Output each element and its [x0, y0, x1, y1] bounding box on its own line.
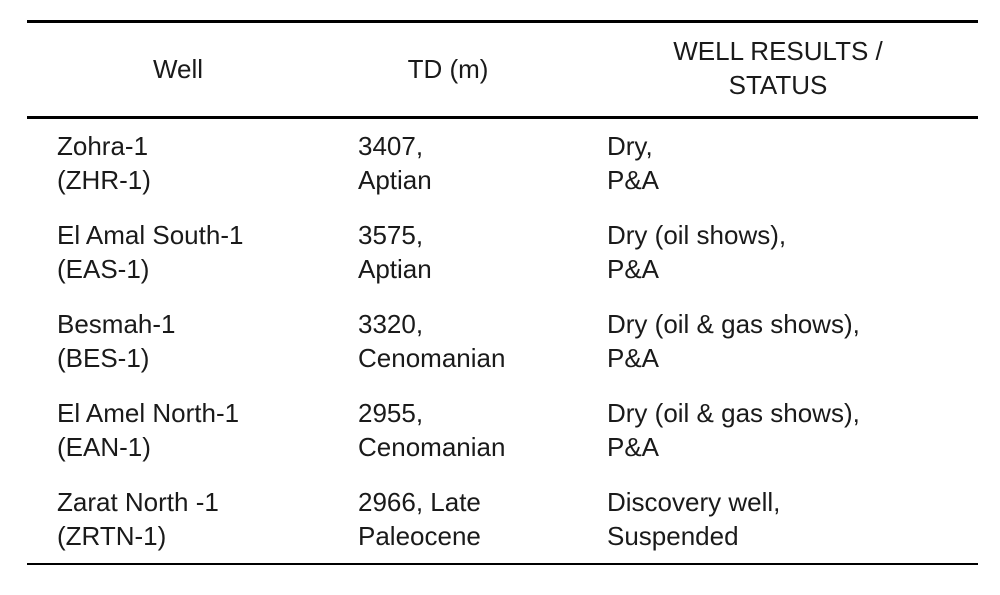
- cell-line: 2966, Late: [358, 487, 481, 517]
- body-cell: Dry (oil & gas shows), P&A: [607, 396, 860, 464]
- header-rule: [27, 116, 978, 119]
- cell-line: Discovery well,: [607, 487, 781, 517]
- body-cell: Dry (oil & gas shows), P&A: [607, 307, 860, 375]
- body-cell: 3407, Aptian: [358, 129, 432, 197]
- body-cell: Dry, P&A: [607, 129, 659, 197]
- cell-line: P&A: [607, 432, 660, 462]
- bottom-rule: [27, 563, 978, 565]
- cell-line: Dry (oil & gas shows),: [607, 398, 860, 428]
- cell-line: Besmah-1: [57, 309, 176, 339]
- cell-line: El Amel North-1: [57, 398, 240, 428]
- cell-line: P&A: [607, 254, 660, 284]
- cell-line: Aptian: [358, 254, 432, 284]
- cell-line: (EAS-1): [57, 254, 150, 284]
- cell-line: 3575,: [358, 220, 424, 250]
- body-cell: Zarat North -1 (ZRTN-1): [57, 485, 219, 553]
- cell-line: Aptian: [358, 165, 432, 195]
- cell-line: P&A: [607, 165, 660, 195]
- cell-line: TD (m): [407, 54, 489, 84]
- cell-line: (ZHR-1): [57, 165, 151, 195]
- body-cell: El Amal South-1 (EAS-1): [57, 218, 243, 286]
- cell-line: Cenomanian: [358, 432, 506, 462]
- cell-line: (BES-1): [57, 343, 150, 373]
- cell-line: Dry (oil & gas shows),: [607, 309, 860, 339]
- cell-line: Suspended: [607, 521, 739, 551]
- cell-line: Well: [152, 54, 204, 84]
- body-cell: Zohra-1 (ZHR-1): [57, 129, 151, 197]
- header-cell: WELL RESULTS / STATUS: [673, 34, 883, 102]
- header-cell: TD (m): [408, 52, 489, 86]
- cell-line: 2955,: [358, 398, 424, 428]
- cell-line: 3407,: [358, 131, 424, 161]
- body-cell: Besmah-1 (BES-1): [57, 307, 176, 375]
- cell-line: Cenomanian: [358, 343, 506, 373]
- cell-line: (ZRTN-1): [57, 521, 167, 551]
- cell-line: 3320,: [358, 309, 424, 339]
- cell-line: (EAN-1): [57, 432, 151, 462]
- cell-line: P&A: [607, 343, 660, 373]
- cell-line: El Amal South-1: [57, 220, 244, 250]
- cell-line: Paleocene: [358, 521, 481, 551]
- cell-line: Zarat North -1: [57, 487, 219, 517]
- body-cell: 2955, Cenomanian: [358, 396, 505, 464]
- cell-line: WELL RESULTS /: [673, 36, 883, 66]
- top-rule: [27, 20, 978, 23]
- body-cell: 3320, Cenomanian: [358, 307, 505, 375]
- cell-line: Zohra-1: [57, 131, 149, 161]
- body-cell: El Amel North-1 (EAN-1): [57, 396, 239, 464]
- header-cell: Well: [153, 52, 203, 86]
- body-cell: Discovery well, Suspended: [607, 485, 780, 553]
- body-cell: 3575, Aptian: [358, 218, 432, 286]
- cell-line: Dry (oil shows),: [607, 220, 787, 250]
- cell-line: STATUS: [728, 70, 828, 100]
- body-cell: Dry (oil shows), P&A: [607, 218, 786, 286]
- cell-line: Dry,: [607, 131, 653, 161]
- body-cell: 2966, Late Paleocene: [358, 485, 481, 553]
